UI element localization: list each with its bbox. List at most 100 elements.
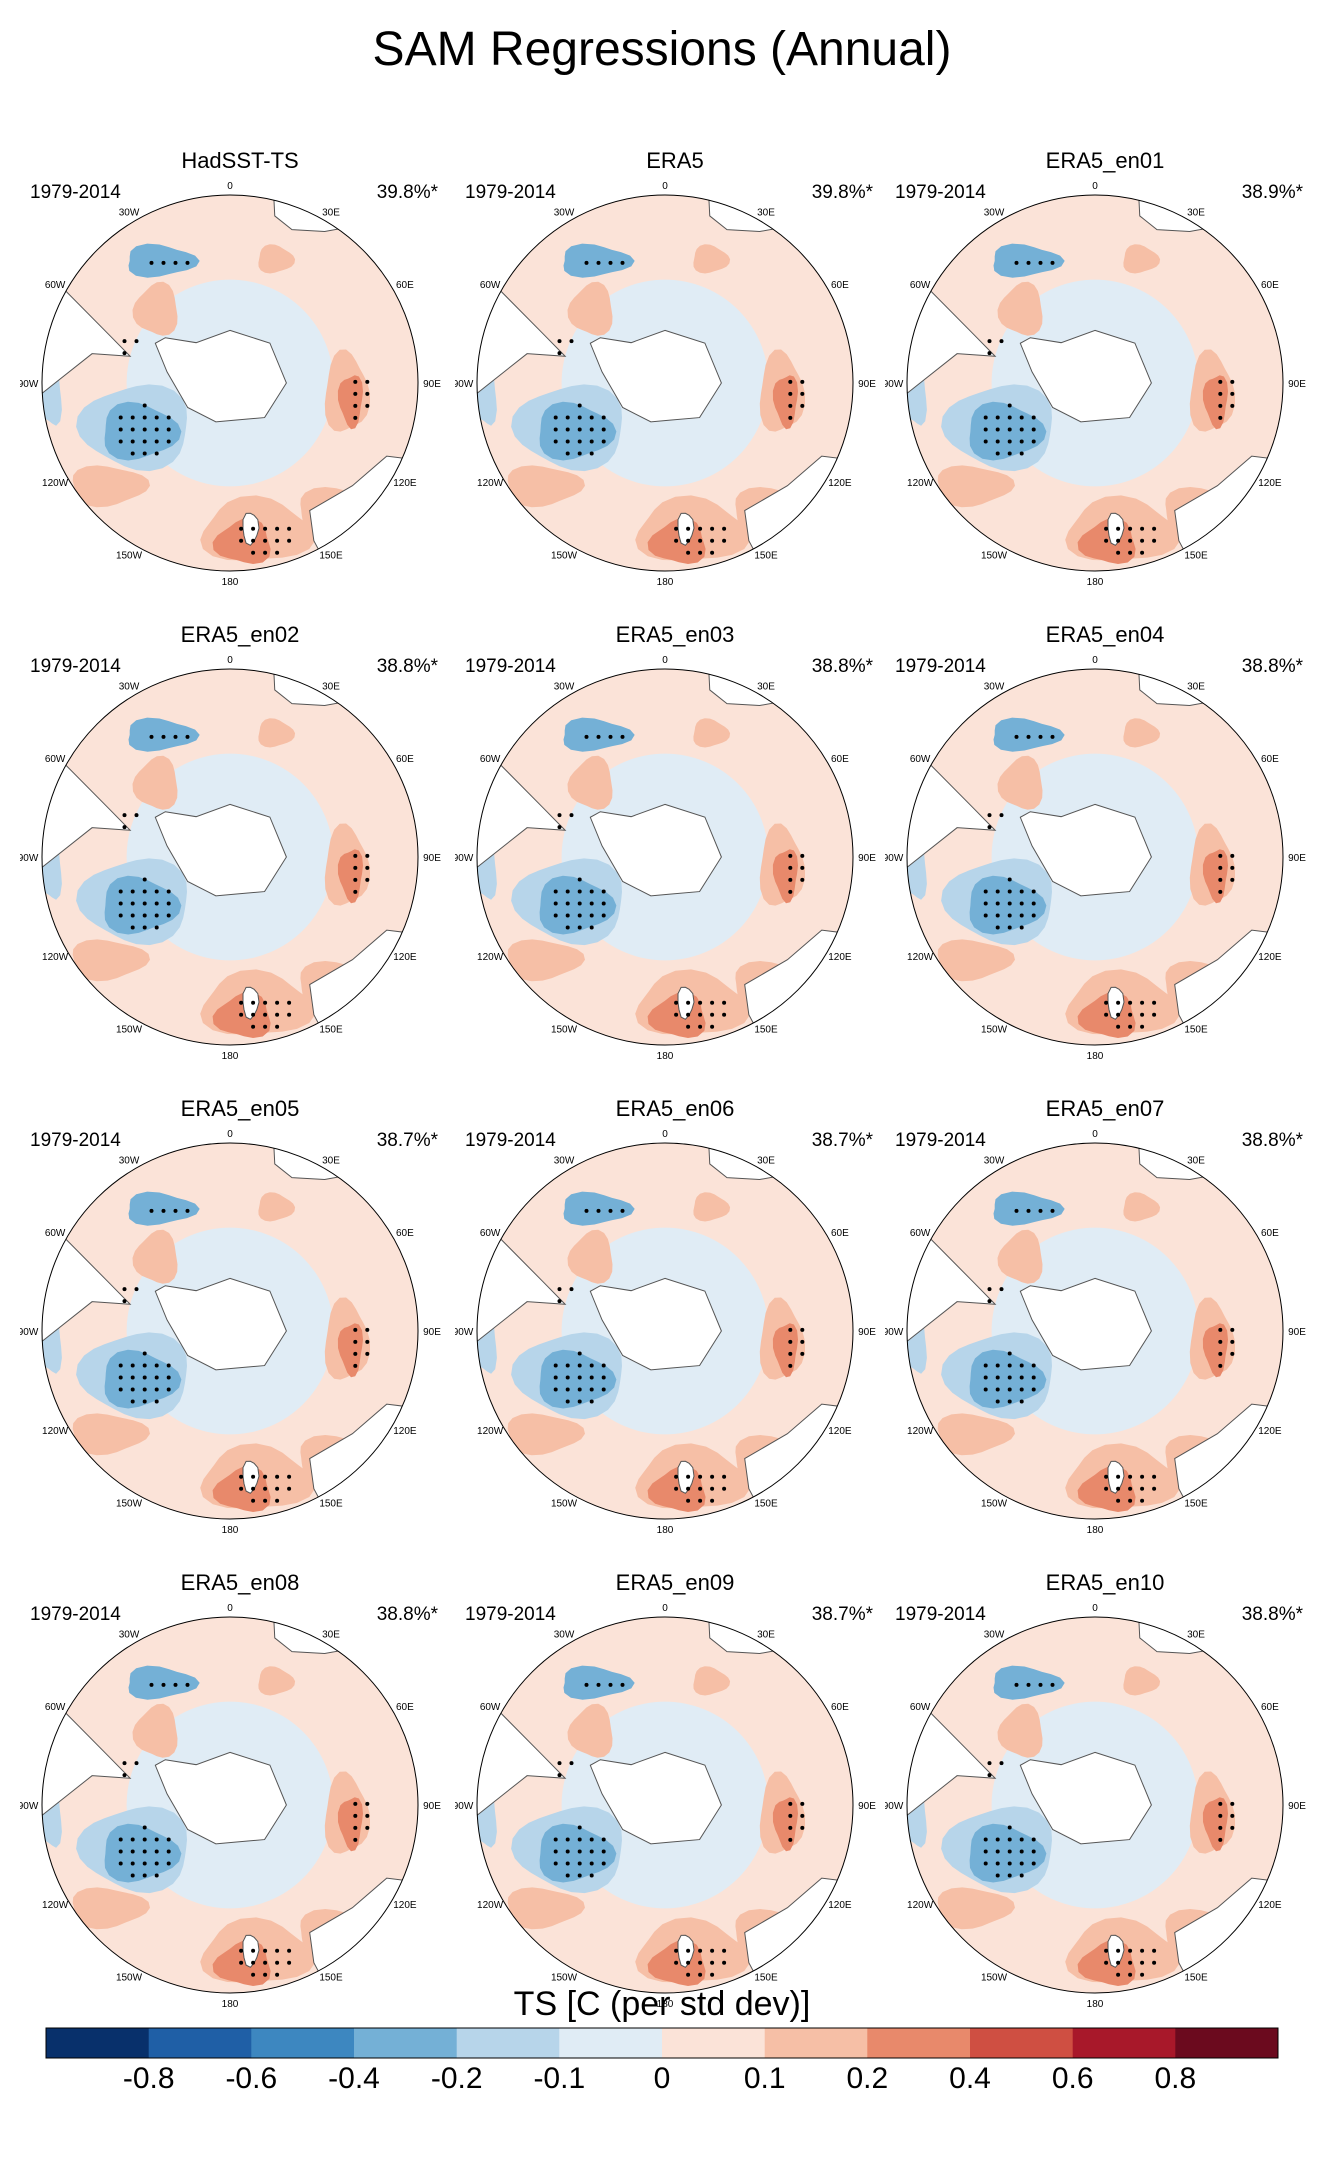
significance-dot <box>577 1387 582 1392</box>
significance-dot <box>788 1837 793 1842</box>
significance-dot <box>142 1837 147 1842</box>
significance-dot <box>154 901 159 906</box>
significance-dot <box>1019 925 1024 930</box>
significance-dot <box>1218 1801 1223 1806</box>
lon-label: 0 <box>662 181 668 192</box>
significance-dot <box>263 538 268 543</box>
significance-dot <box>1104 1012 1109 1017</box>
significance-dot <box>674 1474 679 1479</box>
significance-dot <box>166 913 171 918</box>
significance-dot <box>569 813 574 818</box>
significance-dot <box>142 889 147 894</box>
land-africa <box>272 1143 365 1181</box>
significance-dot <box>1140 1498 1145 1503</box>
lon-label: 120W <box>42 478 69 489</box>
significance-dot <box>589 1837 594 1842</box>
cold-anomaly-strong <box>128 243 200 278</box>
significance-dot <box>166 439 171 444</box>
significance-dot <box>987 1287 992 1292</box>
significance-dot <box>1230 1351 1235 1356</box>
warm-anomaly-strong <box>772 849 798 904</box>
lon-label: 0 <box>227 1603 233 1614</box>
cold-anomaly-strong <box>539 1349 617 1409</box>
lon-label: 90W <box>20 1801 39 1812</box>
significance-dot <box>1140 1000 1145 1005</box>
significance-dot <box>1140 1024 1145 1029</box>
significance-dot <box>686 1012 691 1017</box>
significance-dot <box>722 1948 727 1953</box>
significance-dot <box>118 1849 123 1854</box>
significance-dot <box>1007 1387 1012 1392</box>
significance-dot <box>1116 1474 1121 1479</box>
panel-years: 1979-2014 <box>30 656 121 677</box>
significance-dot <box>577 451 582 456</box>
significance-dot <box>565 1873 570 1878</box>
warm-anomaly-strong <box>337 849 363 904</box>
significance-dot <box>788 1363 793 1368</box>
lon-label: 150E <box>754 1025 778 1036</box>
significance-dot <box>118 1387 123 1392</box>
significance-dot <box>1116 1000 1121 1005</box>
significance-dot <box>1007 889 1012 894</box>
significance-dot <box>788 1327 793 1332</box>
significance-dot <box>149 260 154 265</box>
panel-title: ERA5 <box>646 148 704 173</box>
significance-dot <box>130 1873 135 1878</box>
significance-dot <box>122 1761 127 1766</box>
significance-dot <box>800 403 805 408</box>
significance-dot <box>1019 901 1024 906</box>
significance-dot <box>995 889 1000 894</box>
significance-dot <box>1019 1861 1024 1866</box>
significance-dot <box>263 1972 268 1977</box>
lon-label: 30E <box>1187 1630 1205 1641</box>
significance-dot <box>601 415 606 420</box>
significance-dot <box>577 877 582 882</box>
lon-label: 150E <box>319 551 343 562</box>
lon-label: 60W <box>910 1228 931 1239</box>
lon-label: 90W <box>885 853 904 864</box>
significance-dot <box>166 1387 171 1392</box>
lon-label: 150W <box>551 1025 578 1036</box>
significance-dot <box>1019 427 1024 432</box>
significance-dot <box>608 1682 613 1687</box>
land-africa <box>707 1143 800 1181</box>
significance-dot <box>1116 1948 1121 1953</box>
lon-label: 0 <box>662 1603 668 1614</box>
significance-dot <box>1007 913 1012 918</box>
significance-dot <box>553 439 558 444</box>
significance-dot <box>987 1773 992 1778</box>
significance-dot <box>154 1363 159 1368</box>
cold-anomaly-strong <box>539 401 617 461</box>
lon-label: 0 <box>662 1129 668 1140</box>
lon-label: 60W <box>45 280 66 291</box>
warm-anomaly-strong <box>337 375 363 430</box>
significance-dot <box>584 1208 589 1213</box>
significance-dot <box>1128 1000 1133 1005</box>
significance-dot <box>1140 1948 1145 1953</box>
warm-anomaly <box>507 1413 585 1456</box>
significance-dot <box>722 538 727 543</box>
lon-label: 30W <box>554 208 575 219</box>
significance-dot <box>565 1363 570 1368</box>
lon-label: 90W <box>455 1801 474 1812</box>
significance-dot <box>983 1861 988 1866</box>
panel-years: 1979-2014 <box>465 1604 556 1625</box>
significance-dot <box>698 1486 703 1491</box>
significance-dot <box>1038 1208 1043 1213</box>
significance-dot <box>1116 1960 1121 1965</box>
significance-dot <box>154 889 159 894</box>
cold-anomaly-strong <box>104 875 182 935</box>
cold-anomaly-strong <box>969 1823 1047 1883</box>
map-border <box>906 194 1284 572</box>
significance-dot <box>118 1363 123 1368</box>
panel-variance-pct: 38.8%* <box>811 656 873 677</box>
significance-dot <box>287 1948 292 1953</box>
significance-dot <box>263 1948 268 1953</box>
lon-label: 30E <box>1187 208 1205 219</box>
significance-dot <box>596 1682 601 1687</box>
significance-dot <box>142 1399 147 1404</box>
significance-dot <box>1007 925 1012 930</box>
significance-dot <box>1007 415 1012 420</box>
significance-dot <box>142 877 147 882</box>
significance-dot <box>995 1849 1000 1854</box>
